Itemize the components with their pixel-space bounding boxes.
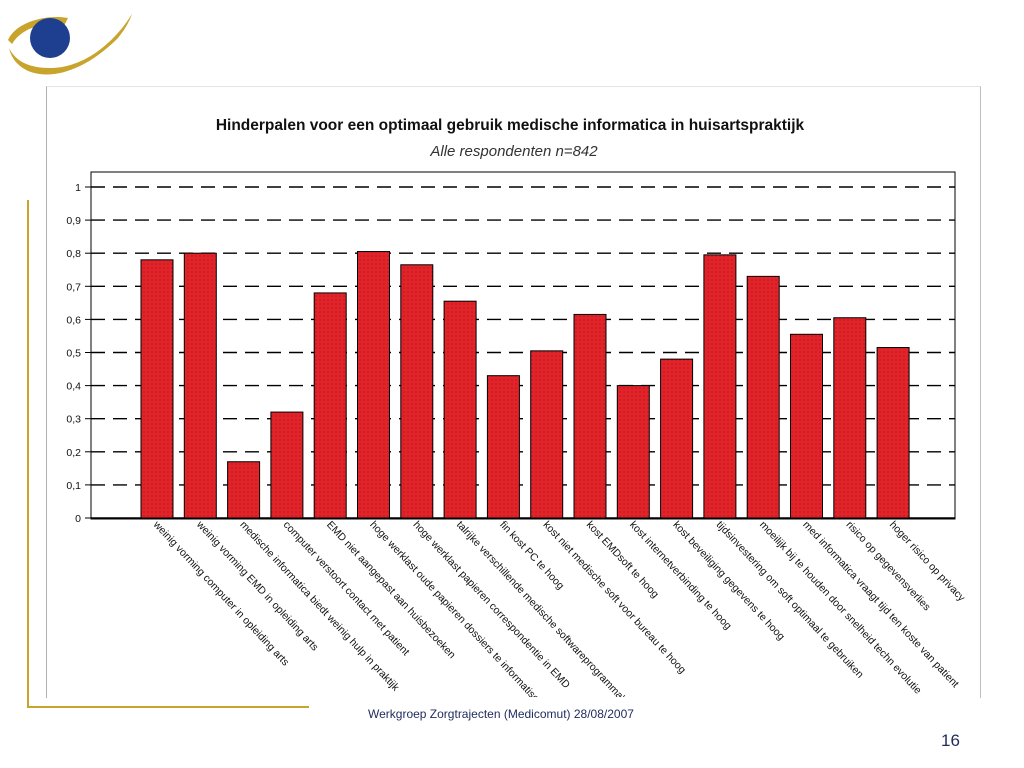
bar: [140, 259, 174, 519]
slide-number: 16: [941, 731, 960, 750]
decorative-frame-line-horizontal: [27, 706, 309, 708]
gridlines: [91, 186, 955, 519]
x-category-label: medische informatica biedt weinig hulp i…: [237, 519, 402, 694]
bar: [833, 317, 867, 519]
decorative-frame-line-vertical: [27, 200, 29, 708]
x-category-label: moeilijk bij te houden door snelheid tec…: [757, 519, 924, 697]
plot-area-frame: [90, 171, 956, 520]
bar: [660, 358, 694, 519]
logo-gold-swoosh: [9, 14, 132, 75]
bar: [270, 411, 304, 519]
bar: [703, 254, 737, 519]
bar: [573, 313, 607, 519]
bars: [140, 251, 910, 519]
bar: [876, 347, 910, 519]
y-tick-label: 0,1: [66, 480, 81, 492]
bar-chart: Hinderpalen voor een optimaal gebruik me…: [66, 117, 968, 697]
bar: [183, 252, 217, 519]
x-category-label: hoge werklast papieren correspondentie i…: [411, 519, 573, 691]
y-tick-label: 0,7: [66, 281, 81, 293]
organization-logo: [8, 14, 132, 75]
y-tick-label: 0,5: [66, 348, 81, 360]
y-tick-label: 0,8: [66, 248, 81, 260]
y-tick-label: 0,3: [66, 414, 81, 426]
y-axis-ticks: 0 0,1 0,2 0,3 0,4 0,5 0,6 0,7 0,8 0,9 1: [66, 182, 91, 525]
bar: [313, 292, 347, 519]
y-tick-label: 0,9: [66, 215, 81, 227]
bar: [790, 333, 823, 519]
y-tick-label: 0,6: [66, 314, 81, 326]
y-tick-label: 0,4: [66, 381, 81, 393]
bar: [486, 375, 520, 519]
x-category-label: risico op gegevensverlies: [844, 519, 933, 613]
chart-title: Hinderpalen voor een optimaal gebruik me…: [216, 117, 805, 134]
x-category-label: hoger risico op privacy: [887, 519, 968, 605]
y-tick-label: 1: [75, 182, 81, 194]
logo-blue-circle: [30, 18, 70, 58]
bar: [530, 350, 564, 519]
bar: [616, 385, 650, 519]
bar: [227, 461, 261, 519]
bar: [357, 251, 390, 519]
y-tick-label: 0: [75, 513, 81, 525]
y-tick-label: 0,2: [66, 447, 81, 459]
x-axis-labels: weinig vorming computer in opleiding art…: [150, 518, 968, 697]
x-category-label: kost EMDsoft te hoog: [584, 519, 661, 601]
footer-text: Werkgroep Zorgtrajecten (Medicomut) 28/0…: [368, 707, 634, 721]
x-category-label: med informatica vraagt tijd ten koste va…: [800, 519, 961, 690]
bar: [746, 275, 780, 519]
bar: [443, 300, 477, 519]
chart-subtitle: Alle respondenten n=842: [429, 143, 598, 160]
bar: [400, 264, 434, 519]
x-category-label: tijdsinvestering om soft optimaal te geb…: [714, 519, 866, 681]
